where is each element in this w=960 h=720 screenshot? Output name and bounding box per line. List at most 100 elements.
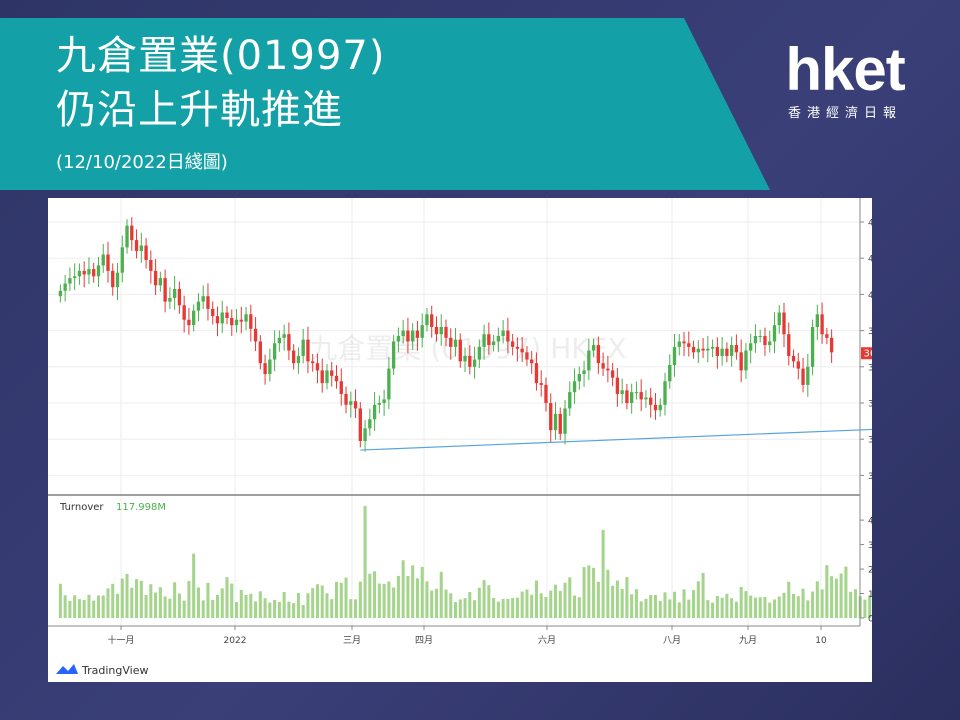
turnover-bar	[334, 581, 339, 618]
turnover-bar	[792, 594, 796, 618]
turnover-bar	[344, 577, 348, 618]
turnover-bar	[649, 595, 653, 618]
candle-body	[187, 319, 191, 326]
turnover-bar	[563, 582, 567, 618]
candle-body	[301, 339, 305, 356]
turnover-bar	[225, 577, 229, 618]
turnover-bar	[768, 602, 772, 618]
candle-body	[96, 265, 101, 277]
candle-body	[758, 336, 762, 338]
turnover-bar	[530, 594, 534, 618]
turnover-bar	[211, 599, 215, 618]
turnover-bar	[668, 599, 672, 618]
candle-body	[344, 393, 348, 405]
candle-body	[487, 334, 491, 346]
candle-body	[258, 341, 262, 364]
candle-body	[715, 346, 720, 356]
turnover-bar	[687, 599, 691, 618]
candle-body	[377, 403, 382, 405]
turnover-bar	[630, 594, 634, 618]
candle-body	[458, 339, 462, 362]
candle-body	[77, 270, 82, 277]
candle-body	[315, 363, 320, 371]
candle-body	[672, 346, 677, 365]
candle-body	[639, 392, 643, 400]
turnover-bar	[587, 565, 591, 618]
turnover-bar	[287, 601, 291, 618]
turnover-bar	[515, 597, 519, 618]
turnover-bar	[120, 578, 124, 618]
tradingview-wordmark: TradingView	[81, 664, 148, 677]
candle-body	[349, 401, 353, 405]
candle-body	[201, 296, 205, 302]
candle-body	[596, 345, 601, 364]
volume-tick-label: 400M	[868, 517, 872, 527]
candle-body	[415, 330, 420, 338]
turnover-bar	[496, 601, 500, 618]
candle-body	[449, 337, 453, 347]
turnover-bar	[215, 595, 220, 618]
candle-body	[825, 334, 829, 338]
turnover-bar	[601, 529, 605, 618]
candle-body	[239, 319, 243, 322]
candle-body	[558, 413, 562, 434]
price-tick-label: 38.000	[868, 327, 872, 337]
turnover-bar	[354, 599, 358, 618]
chart-panel: 九倉置業 (01997) HKEX 44.000 42.000 40.000 38.0…	[48, 198, 901, 682]
turnover-bar	[825, 565, 829, 618]
candle-body	[420, 325, 424, 338]
candle-body	[829, 337, 834, 353]
candle-body	[515, 346, 520, 349]
turnover-bar	[268, 602, 272, 618]
candle-body	[796, 361, 800, 369]
candle-body	[339, 381, 343, 394]
candle-body	[130, 225, 134, 241]
price-tick-label: 32.000	[868, 436, 872, 446]
turnover-bar	[106, 588, 110, 618]
candle-body	[801, 368, 805, 385]
logo-brand: hket	[785, 36, 905, 103]
turnover-bar	[139, 580, 143, 618]
turnover-bar	[439, 571, 443, 618]
candle-body	[682, 341, 686, 344]
turnover-bar	[811, 591, 815, 618]
chart-watermark: 九倉置業 (01997) HKEX	[309, 332, 626, 365]
volume-tick-label: 0	[868, 615, 872, 625]
turnover-bar	[325, 593, 329, 618]
turnover-bar	[206, 582, 210, 618]
turnover-bar	[868, 595, 872, 618]
candle-body	[163, 278, 167, 302]
candle-body	[101, 254, 105, 266]
turnover-bar	[154, 592, 158, 618]
turnover-bar	[277, 601, 281, 618]
candle-body	[153, 270, 158, 286]
turnover-bar	[453, 602, 458, 618]
candle-body	[525, 352, 529, 360]
turnover-bar	[192, 553, 196, 618]
turnover-bar	[201, 600, 205, 618]
turnover-bar	[434, 588, 439, 618]
turnover-bar	[806, 600, 810, 618]
turnover-bar	[115, 593, 120, 618]
candle-body	[701, 348, 705, 351]
turnover-bar	[520, 591, 524, 618]
candle-body	[58, 290, 63, 297]
turnover-bar	[839, 573, 843, 618]
page-title: 九倉置業(01997)	[56, 33, 386, 79]
turnover-bar	[653, 595, 657, 618]
turnover-legend-value: 117.998M	[116, 502, 166, 513]
candles	[58, 217, 834, 452]
turnover-bars	[58, 505, 876, 618]
turnover-bar	[320, 585, 324, 618]
turnover-bar	[235, 602, 239, 618]
candle-body	[496, 336, 501, 342]
candle-body	[87, 269, 91, 275]
candle-body	[606, 368, 610, 371]
logo-tagline: 香港經濟日報	[787, 106, 902, 121]
turnover-legend-label: Turnover	[59, 502, 104, 513]
turnover-bar	[672, 591, 677, 618]
turnover-bar	[87, 594, 91, 618]
candle-body	[482, 334, 486, 347]
time-tick-label: 2022	[224, 636, 247, 646]
turnover-bar	[230, 583, 234, 618]
